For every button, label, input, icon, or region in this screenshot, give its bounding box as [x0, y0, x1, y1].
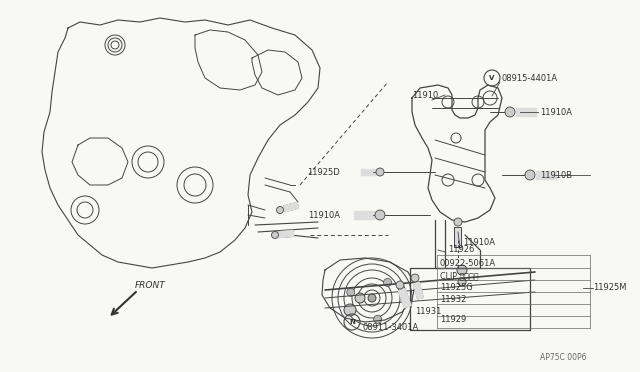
Text: FRONT: FRONT [135, 280, 166, 289]
Text: 00922-5061A: 00922-5061A [440, 259, 496, 267]
Text: N: N [349, 319, 355, 325]
Text: 08915-4401A: 08915-4401A [502, 74, 558, 83]
Circle shape [454, 218, 462, 226]
Text: 11910A: 11910A [463, 237, 495, 247]
Text: 11910A: 11910A [308, 211, 340, 219]
Text: V: V [490, 75, 495, 81]
Polygon shape [536, 171, 556, 179]
Text: 11910A: 11910A [540, 108, 572, 116]
Text: 11931: 11931 [415, 308, 442, 317]
Polygon shape [354, 211, 374, 219]
Circle shape [458, 278, 466, 286]
Text: AP75C 00P6: AP75C 00P6 [540, 353, 586, 362]
Text: 08911-3401A: 08911-3401A [363, 324, 419, 333]
Text: 11925M: 11925M [593, 283, 627, 292]
Text: 11926: 11926 [448, 246, 474, 254]
Polygon shape [279, 230, 294, 238]
Circle shape [276, 206, 284, 214]
Circle shape [505, 107, 515, 117]
Polygon shape [284, 202, 299, 212]
Circle shape [344, 304, 356, 316]
Text: 11929: 11929 [440, 315, 467, 324]
Circle shape [525, 170, 535, 180]
Circle shape [347, 288, 355, 296]
Polygon shape [413, 282, 423, 299]
Circle shape [376, 168, 384, 176]
Bar [454, 227, 461, 247]
Circle shape [396, 281, 404, 289]
Text: 11925G: 11925G [440, 283, 473, 292]
Circle shape [375, 210, 385, 220]
Polygon shape [516, 108, 536, 116]
Text: 11925D: 11925D [307, 167, 340, 176]
Circle shape [355, 293, 365, 303]
Circle shape [457, 265, 467, 275]
Text: 11932: 11932 [440, 295, 467, 305]
Text: 11910: 11910 [412, 90, 438, 99]
Circle shape [271, 231, 278, 238]
Circle shape [383, 279, 392, 286]
Circle shape [368, 294, 376, 302]
Circle shape [411, 274, 419, 282]
Text: CLIP クリップ: CLIP クリップ [440, 272, 479, 280]
Polygon shape [361, 169, 375, 175]
Circle shape [374, 315, 381, 323]
Polygon shape [399, 289, 411, 308]
Text: 11910B: 11910B [540, 170, 572, 180]
